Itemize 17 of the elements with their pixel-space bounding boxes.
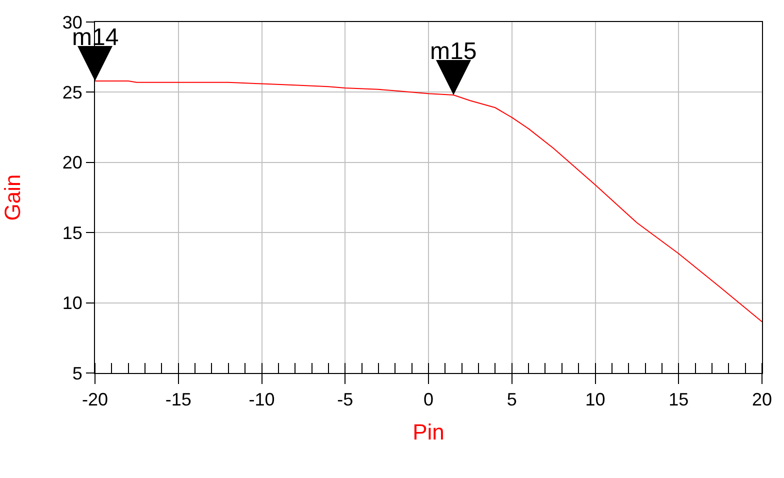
x-tick-label: -20 [82, 390, 108, 410]
x-tick-label: 20 [752, 390, 772, 410]
annotation: m15 [430, 38, 477, 65]
y-axis-title: Gain [0, 174, 26, 221]
x-tick-label: -15 [165, 390, 192, 410]
x-tick-label: -5 [337, 390, 354, 410]
x-axis-title: Pin [412, 420, 444, 444]
x-tick-label: 15 [668, 390, 689, 410]
y-tick-label: 15 [62, 222, 82, 243]
y-tick-label: 10 [62, 293, 82, 314]
x-tick-label: 5 [506, 390, 517, 410]
x-tick-label: 10 [585, 390, 606, 410]
y-tick-label: 20 [62, 152, 82, 173]
y-tick-label: 25 [62, 82, 82, 102]
x-tick-label: 0 [423, 390, 434, 410]
x-tick-label: -10 [248, 390, 275, 410]
y-tick-label: 5 [72, 363, 82, 384]
